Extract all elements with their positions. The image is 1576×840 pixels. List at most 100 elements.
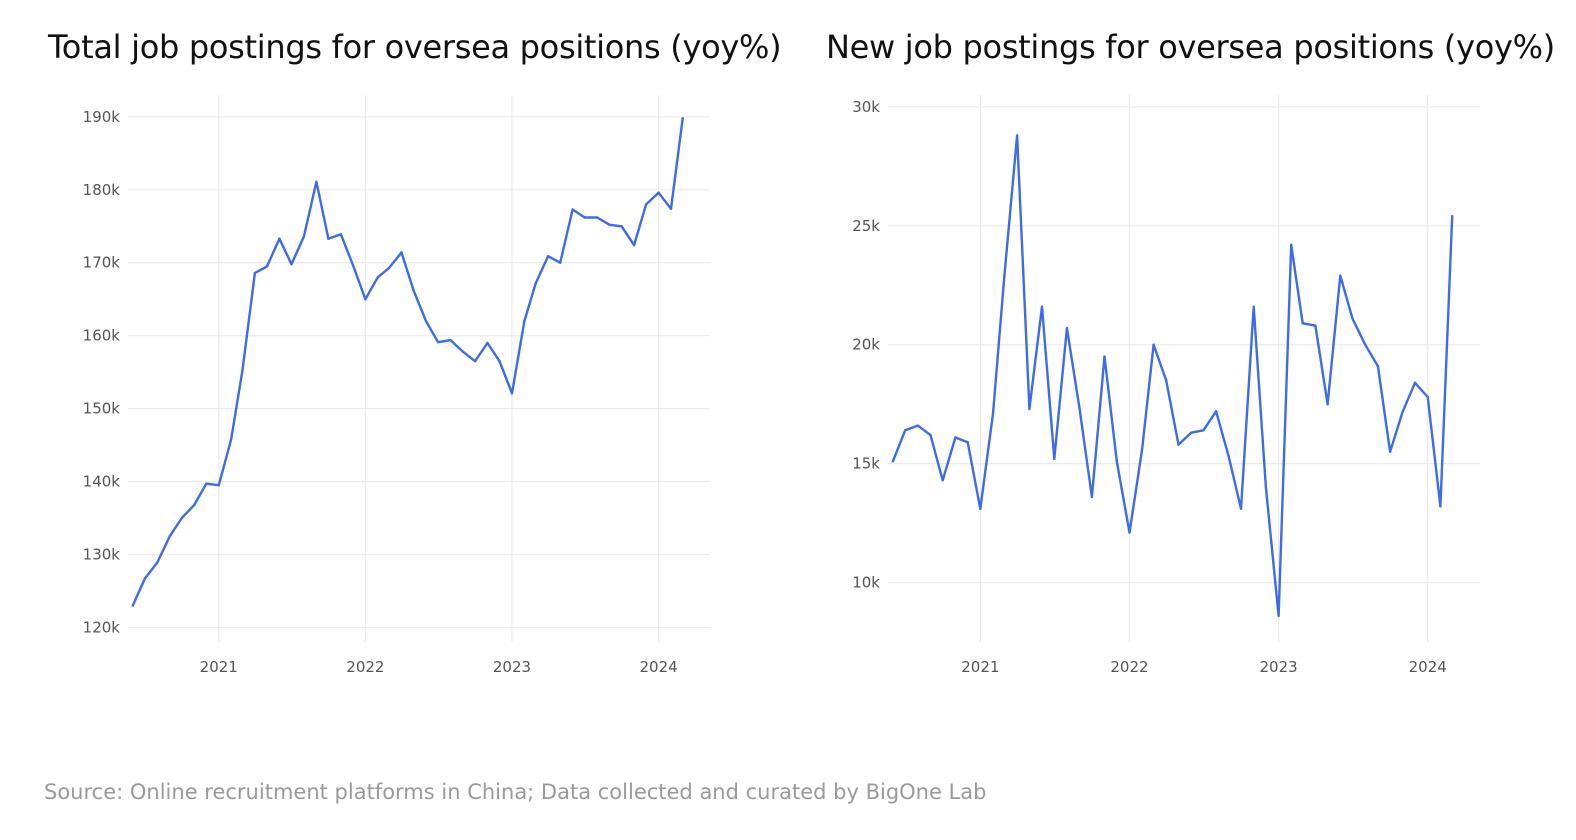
right-data-point <box>979 507 982 510</box>
left-y-tick-label: 160k <box>83 327 121 345</box>
right-data-point <box>1388 450 1392 453</box>
left-y-tick-label: 120k <box>83 618 121 636</box>
right-data-point <box>929 433 932 437</box>
right-data-point <box>916 424 919 427</box>
left-y-tick-label: 150k <box>83 400 121 418</box>
right-x-tick-label: 2024 <box>1409 658 1447 676</box>
right-data-point <box>1115 460 1119 463</box>
new-postings-chart: 2021 2022 2023 2024 10k 15k 20k 25k 30k <box>852 95 1480 676</box>
left-data-point <box>180 516 183 520</box>
left-y-tick-label: 140k <box>83 473 121 491</box>
right-data-point <box>1053 457 1056 461</box>
right-data-point <box>941 479 944 482</box>
right-x-tick-label: 2021 <box>961 658 999 676</box>
left-data-point <box>546 255 550 258</box>
left-y-tick-label: 180k <box>83 181 121 199</box>
left-data-point <box>156 561 159 564</box>
right-data-point <box>1040 305 1044 308</box>
right-data-point <box>1290 243 1293 246</box>
left-data-point <box>632 244 636 247</box>
right-data-point <box>1239 507 1243 510</box>
left-x-tick-label: 2024 <box>639 658 677 676</box>
left-data-point <box>436 341 440 344</box>
left-data-point <box>278 237 281 240</box>
left-data-point <box>241 368 244 372</box>
left-data-point <box>193 503 196 507</box>
left-data-point <box>315 180 318 183</box>
left-y-tick-label: 190k <box>83 108 121 126</box>
left-data-point <box>449 338 452 342</box>
left-data-point <box>424 319 428 323</box>
left-data-point <box>376 276 379 279</box>
left-data-point <box>669 207 673 210</box>
right-data-point <box>891 460 895 463</box>
total-postings-chart: 2021 2022 2023 2024 120k 130k 140k 150k 160k 170k… <box>83 95 710 676</box>
left-data-point <box>523 319 526 323</box>
right-data-point <box>1351 317 1354 320</box>
right-data-point <box>1103 355 1106 358</box>
left-y-tick-label: 170k <box>83 254 121 272</box>
left-data-point <box>608 223 611 226</box>
left-series-line <box>131 117 684 607</box>
left-data-point <box>473 360 477 363</box>
right-x-tick-label: 2022 <box>1110 658 1148 676</box>
right-data-point <box>1003 274 1006 277</box>
right-data-point <box>1314 324 1317 327</box>
left-x-tick-label: 2022 <box>346 658 384 676</box>
right-data-point <box>1065 326 1069 330</box>
right-data-point <box>1202 429 1205 432</box>
right-data-point <box>1277 614 1280 617</box>
left-x-tick-label: 2021 <box>200 658 238 676</box>
right-data-point <box>1128 531 1131 534</box>
left-data-point <box>253 271 257 275</box>
left-data-point <box>364 298 367 301</box>
left-data-point <box>351 263 355 267</box>
right-data-point <box>904 429 907 432</box>
right-y-tick-label: 15k <box>852 455 880 473</box>
right-data-point <box>1401 410 1405 413</box>
left-data-point <box>412 289 415 292</box>
right-x-tick-label: 2023 <box>1259 658 1297 676</box>
left-chart-title: Total job postings for oversea positions… <box>48 28 782 66</box>
right-data-point <box>1364 343 1367 346</box>
left-data-point <box>644 203 648 206</box>
right-data-point <box>1015 134 1019 137</box>
left-data-point <box>131 604 134 607</box>
right-data-point <box>1028 407 1031 411</box>
right-chart-title: New job postings for oversea positions (… <box>826 28 1555 66</box>
left-data-point <box>400 251 403 254</box>
left-data-point <box>486 341 489 345</box>
left-data-point <box>230 438 233 441</box>
right-data-point <box>1214 410 1218 413</box>
right-data-point <box>1326 403 1329 406</box>
left-data-point <box>302 235 306 238</box>
left-data-point <box>510 392 514 395</box>
left-data-point <box>595 216 599 219</box>
left-data-point <box>387 266 391 270</box>
right-data-point <box>1252 305 1255 308</box>
left-data-point <box>583 216 586 219</box>
right-data-point <box>991 412 995 415</box>
left-data-point <box>534 282 537 285</box>
right-data-point <box>1439 505 1442 508</box>
right-data-point <box>1165 379 1168 382</box>
right-data-point <box>1090 495 1094 499</box>
right-y-tick-label: 25k <box>852 217 880 235</box>
left-data-point <box>290 263 293 266</box>
right-data-point <box>1177 443 1180 446</box>
left-data-point <box>461 350 465 353</box>
left-data-point <box>265 265 269 268</box>
right-y-tick-label: 30k <box>852 98 880 116</box>
left-data-point <box>327 237 330 240</box>
right-data-point <box>1140 448 1144 451</box>
right-data-point <box>966 441 969 444</box>
left-data-point <box>620 225 623 228</box>
left-data-point <box>205 482 208 485</box>
left-data-point <box>559 261 562 264</box>
left-data-point <box>339 233 343 236</box>
source-note: Source: Online recruitment platforms in … <box>44 780 987 804</box>
right-data-point <box>1301 322 1304 325</box>
right-series-line <box>891 134 1454 617</box>
right-y-tick-label: 20k <box>852 336 880 354</box>
right-data-point <box>954 436 957 439</box>
